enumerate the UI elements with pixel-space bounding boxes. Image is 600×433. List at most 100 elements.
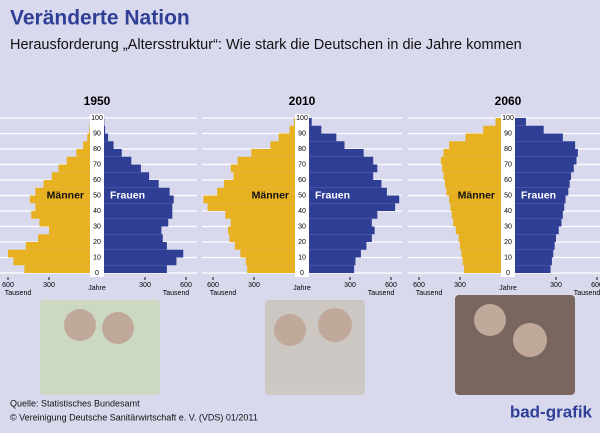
bar [237,156,295,165]
y-tick-label: 30 [504,223,512,230]
bar [515,195,566,204]
legend-label: Männer [458,189,495,201]
year-title: 1950 [84,94,111,108]
x-tick-label: 300 [43,282,55,289]
bar [58,164,90,173]
bar [515,242,555,250]
bar [223,180,295,188]
y-tick-label: 80 [298,146,306,153]
bar [35,187,90,196]
y-tick-label: 20 [93,239,101,246]
x-axis-label: Tausend [5,290,32,297]
face [102,312,134,344]
y-tick-label: 50 [93,192,101,199]
bar [289,125,295,134]
bar [309,149,364,157]
legend-label: Männer [252,189,289,201]
face [474,304,506,336]
legend-label: Frauen [110,189,145,201]
face [64,309,96,341]
y-tick-label: 80 [504,146,512,153]
bar [465,133,501,142]
y-tick-label: 0 [300,270,304,277]
bar [309,195,400,204]
bar [233,172,295,180]
bar [39,218,90,227]
photo-1 [40,300,160,395]
bar [49,226,90,235]
bar [278,133,295,142]
bar [309,172,374,180]
bar [104,133,109,142]
y-tick-label: 70 [93,161,101,168]
y-tick-label: 0 [95,270,99,277]
bar [309,257,356,266]
bar [495,118,501,126]
subtitle: Herausforderung „Altersstruktur“: Wie st… [10,37,522,53]
title: Veränderte Nation [10,7,190,30]
logo: bad-grafik [510,402,593,421]
bar [104,211,173,219]
bar [515,211,563,219]
y-tick-label: 10 [93,254,101,261]
y-tick-label: 50 [504,192,512,199]
x-tick-label: 600 [413,282,425,289]
bar [104,125,106,134]
y-tick-label: 30 [93,223,101,230]
bar [270,141,295,149]
x-tick-label: 600 [591,282,600,289]
bar [309,265,355,273]
x-tick-label: 300 [139,282,151,289]
bar [309,249,361,258]
y-tick-label: 90 [298,130,306,137]
bar [449,195,501,204]
x-axis-label: Tausend [416,290,443,297]
y-axis-label: Jahre [88,285,106,292]
bar [515,133,563,142]
bar [515,156,577,165]
y-tick-label: 40 [93,208,101,215]
bar [229,234,295,242]
bar [442,164,501,173]
bar [515,265,551,273]
y-tick-label: 70 [298,161,306,168]
bar [43,180,90,188]
bar [104,149,122,157]
x-tick-label: 300 [550,282,562,289]
bar [309,156,374,165]
bar [443,172,501,180]
x-tick-label: 600 [2,282,14,289]
bar [309,211,378,219]
bar [309,234,372,242]
bar [104,187,170,196]
bar [87,133,90,142]
bar [464,265,501,273]
bar [245,257,295,266]
bar [240,249,295,258]
bar [309,125,322,134]
bar [13,257,90,266]
bar [461,249,501,258]
y-tick-label: 60 [298,177,306,184]
y-tick-label: 90 [93,130,101,137]
bar [462,257,501,266]
y-tick-label: 10 [298,254,306,261]
legend-label: Frauen [315,189,350,201]
age-strip [295,114,309,277]
y-tick-label: 60 [504,177,512,184]
y-tick-label: 40 [504,208,512,215]
bar [104,257,177,266]
bar [309,218,372,227]
bar [35,203,90,211]
bar [449,141,501,149]
bar [515,172,572,180]
bar [515,141,576,149]
bar [309,133,337,142]
y-tick-label: 100 [91,115,103,122]
y-tick-label: 30 [298,223,306,230]
bar [66,156,90,165]
y-tick-label: 20 [504,239,512,246]
bar [515,249,554,258]
x-tick-label: 600 [207,282,219,289]
bar [104,203,173,211]
